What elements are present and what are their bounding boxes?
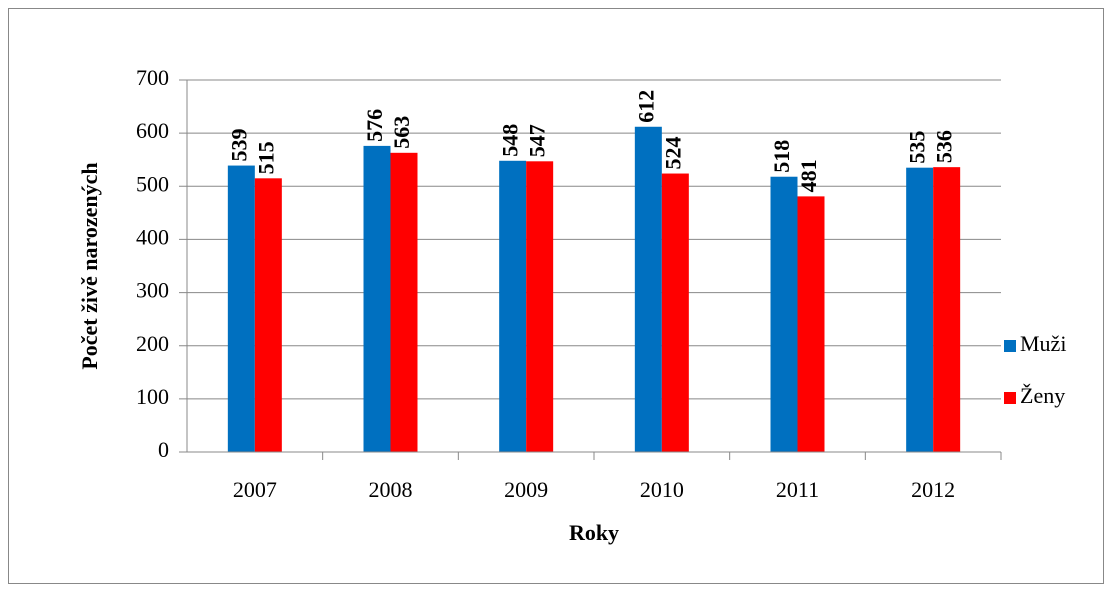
x-axis-title: Roky	[569, 520, 619, 545]
data-label: 576	[362, 109, 387, 142]
bar	[390, 152, 418, 452]
x-tick-label: 2012	[911, 477, 955, 502]
bar	[933, 167, 961, 452]
y-tick-label: 100	[136, 384, 169, 409]
bar	[526, 161, 554, 452]
legend-swatch	[1004, 340, 1016, 352]
bar	[254, 178, 282, 453]
bar	[770, 176, 798, 452]
legend-label: Muži	[1020, 331, 1066, 356]
bar	[634, 126, 662, 452]
x-tick-label: 2010	[640, 477, 684, 502]
y-tick-label: 500	[136, 171, 169, 196]
data-label: 535	[905, 131, 930, 164]
data-label: 515	[253, 141, 278, 174]
y-axis-title: Počet živě narozených	[77, 162, 102, 369]
bar	[797, 196, 825, 452]
x-tick-label: 2007	[233, 477, 277, 502]
y-tick-label: 0	[158, 437, 169, 462]
data-label: 536	[932, 130, 957, 163]
legend-swatch	[1004, 392, 1016, 404]
y-tick-label: 200	[136, 331, 169, 356]
x-tick-label: 2008	[369, 477, 413, 502]
legend-label: Ženy	[1020, 383, 1065, 408]
data-label: 518	[769, 140, 794, 173]
y-tick-label: 400	[136, 224, 169, 249]
data-label: 612	[633, 90, 658, 123]
data-label: 547	[525, 124, 550, 157]
bar	[363, 145, 391, 452]
data-label: 563	[389, 116, 414, 149]
bar	[499, 160, 527, 452]
bar	[227, 165, 255, 452]
data-label: 481	[796, 159, 821, 192]
x-tick-label: 2009	[504, 477, 548, 502]
data-label: 548	[498, 124, 523, 157]
y-tick-label: 300	[136, 278, 169, 303]
y-tick-label: 700	[136, 65, 169, 90]
x-tick-label: 2011	[776, 477, 819, 502]
data-label: 539	[226, 129, 251, 162]
y-tick-label: 600	[136, 118, 169, 143]
bar	[661, 173, 689, 452]
bar	[906, 167, 934, 452]
data-label: 524	[660, 137, 685, 170]
